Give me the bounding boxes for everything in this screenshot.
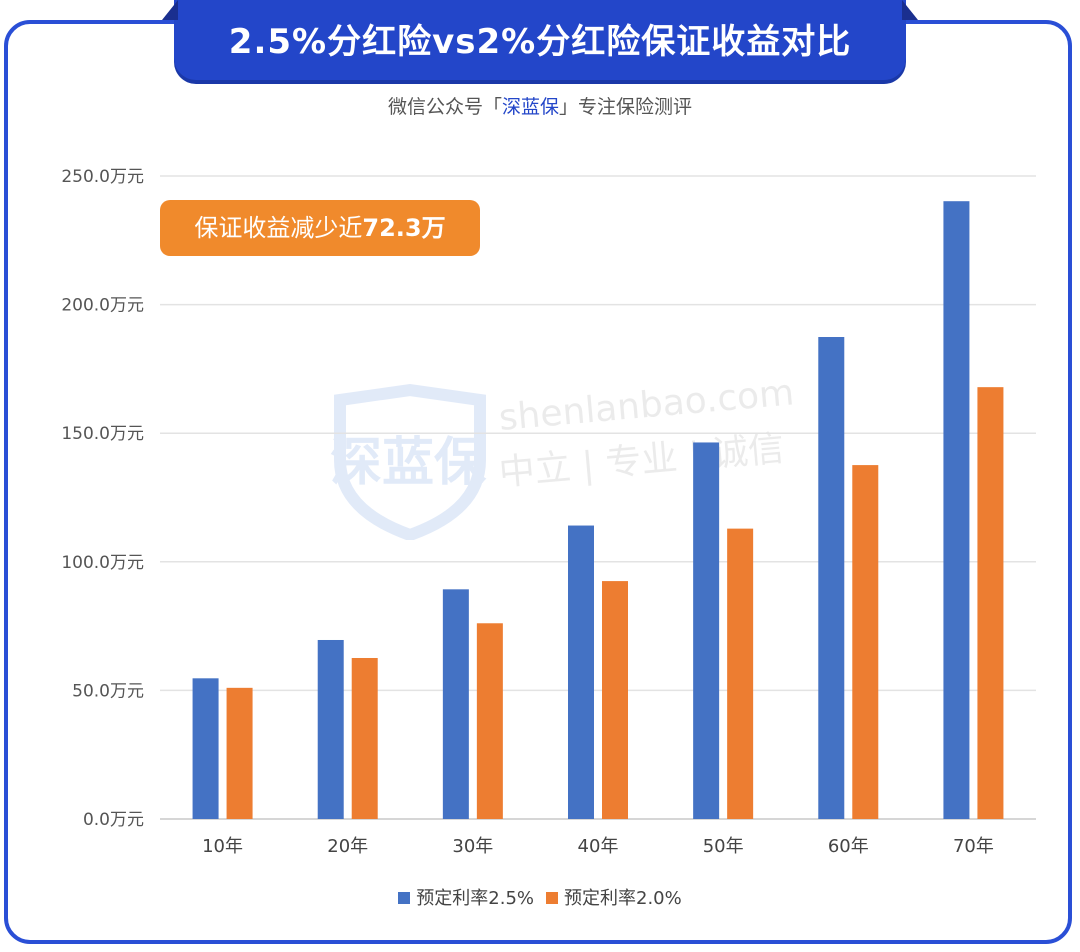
x-tick-label: 30年 (452, 836, 493, 857)
y-tick-label: 200.0万元 (61, 296, 144, 316)
subtitle: 微信公众号「深蓝保」专注保险测评 (0, 92, 1080, 119)
legend-swatch (546, 892, 558, 904)
legend-swatch (398, 892, 411, 904)
title-banner: 2.5%分红险vs2%分红险保证收益对比 (162, 0, 918, 80)
x-tick-label: 60年 (828, 836, 869, 857)
bar-series-2 (351, 657, 378, 819)
bar-series-2 (727, 528, 754, 819)
bar-series-2 (977, 387, 1004, 819)
x-tick-label: 50年 (703, 836, 744, 857)
bar-series-1 (317, 639, 344, 819)
bar-series-2 (602, 581, 628, 819)
x-tick-label: 40年 (578, 836, 619, 857)
legend-item: 预定利率2.0% (546, 884, 682, 910)
subtitle-brand: 深蓝保 (501, 96, 559, 118)
y-tick-label: 250.0万元 (61, 167, 144, 187)
legend-item: 预定利率2.5% (398, 884, 534, 910)
y-tick-label: 50.0万元 (72, 681, 144, 701)
y-tick-label: 0.0万元 (83, 810, 144, 830)
legend-label: 预定利率2.0% (564, 888, 682, 909)
bar-series-2 (852, 465, 879, 819)
x-tick-label: 20年 (327, 836, 368, 857)
y-tick-label: 100.0万元 (61, 553, 144, 573)
x-tick-label: 70年 (953, 836, 994, 857)
bar-series-1 (192, 678, 219, 819)
y-tick-label: 150.0万元 (61, 424, 144, 444)
bar-series-1 (818, 337, 845, 819)
subtitle-prefix: 微信公众号「 (387, 96, 502, 118)
callout-value: 72.3万 (362, 214, 446, 242)
legend-label: 预定利率2.5% (416, 888, 534, 909)
x-tick-label: 10年 (202, 836, 243, 857)
legend: 预定利率2.5% 预定利率2.0% (0, 884, 1080, 910)
chart-frame (4, 20, 1072, 944)
bar-series-1 (943, 201, 970, 820)
bar-series-1 (442, 589, 469, 819)
bar-series-2 (476, 623, 503, 819)
bar-series-1 (568, 525, 594, 819)
subtitle-suffix: 」专注保险测评 (559, 96, 693, 118)
callout-text: 保证收益减少近 (194, 214, 363, 242)
bar-series-1 (693, 442, 720, 819)
callout-badge: 保证收益减少近72.3万 (160, 200, 480, 256)
chart-title: 2.5%分红险vs2%分红险保证收益对比 (228, 22, 852, 62)
bar-series-2 (226, 687, 253, 819)
